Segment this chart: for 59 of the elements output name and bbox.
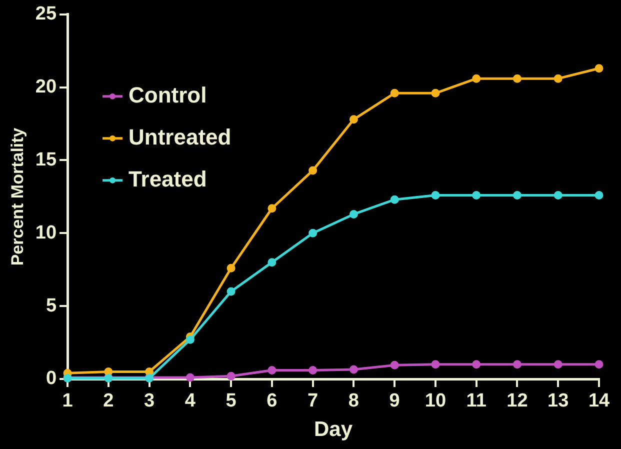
point	[268, 204, 276, 213]
y-tick-label: 25	[35, 4, 57, 25]
point	[431, 88, 440, 98]
point	[554, 74, 562, 83]
y-tick-label: 0	[46, 368, 57, 390]
point	[472, 360, 481, 369]
point	[512, 360, 522, 369]
x-tick-label: 9	[389, 390, 400, 412]
point	[554, 360, 562, 369]
point	[594, 360, 604, 369]
x-tick-label: 7	[308, 390, 318, 412]
x-tick-label: 5	[226, 390, 237, 412]
x-tick-label: 13	[548, 390, 569, 412]
point	[554, 190, 562, 200]
point	[431, 190, 440, 200]
y-tick-label: 10	[35, 222, 57, 244]
x-axis-title: Day	[314, 418, 353, 442]
y-axis-title: Percent Mortality	[8, 127, 27, 266]
point	[186, 373, 194, 382]
y-tick-label: 20	[35, 76, 57, 98]
x-tick-label: 8	[348, 390, 359, 412]
point	[390, 360, 399, 370]
point	[349, 115, 358, 124]
point	[390, 195, 399, 204]
point	[472, 190, 481, 200]
legend-label: Untreated	[128, 124, 232, 150]
point	[594, 190, 604, 200]
point	[186, 335, 194, 344]
x-tick-label: 11	[466, 390, 487, 412]
point	[308, 366, 318, 374]
x-tick-label: 12	[506, 390, 528, 412]
point	[349, 210, 358, 218]
point	[145, 367, 154, 376]
legend-label: Control	[128, 82, 207, 108]
point	[512, 74, 522, 83]
y-tick-label: 5	[46, 295, 57, 316]
point	[226, 287, 236, 296]
point	[472, 74, 481, 83]
x-tick-label: 2	[103, 390, 114, 412]
x-tick-label: 14	[588, 390, 610, 412]
point	[226, 264, 236, 272]
point	[308, 166, 318, 175]
y-tick-label: 15	[35, 149, 57, 170]
x-tick-label: 6	[266, 390, 278, 412]
point	[308, 228, 318, 238]
legend-label: Treated	[128, 166, 207, 192]
x-tick-label: 3	[144, 390, 155, 412]
point	[104, 367, 113, 376]
x-tick-label: 1	[62, 390, 74, 412]
point	[594, 64, 604, 73]
point	[390, 88, 399, 98]
x-tick-label: 4	[184, 390, 196, 412]
x-tick-label: 10	[424, 390, 446, 412]
point	[268, 366, 276, 374]
point	[349, 365, 358, 374]
point	[431, 360, 440, 369]
point	[268, 258, 276, 267]
point	[226, 372, 236, 380]
point	[512, 190, 522, 200]
